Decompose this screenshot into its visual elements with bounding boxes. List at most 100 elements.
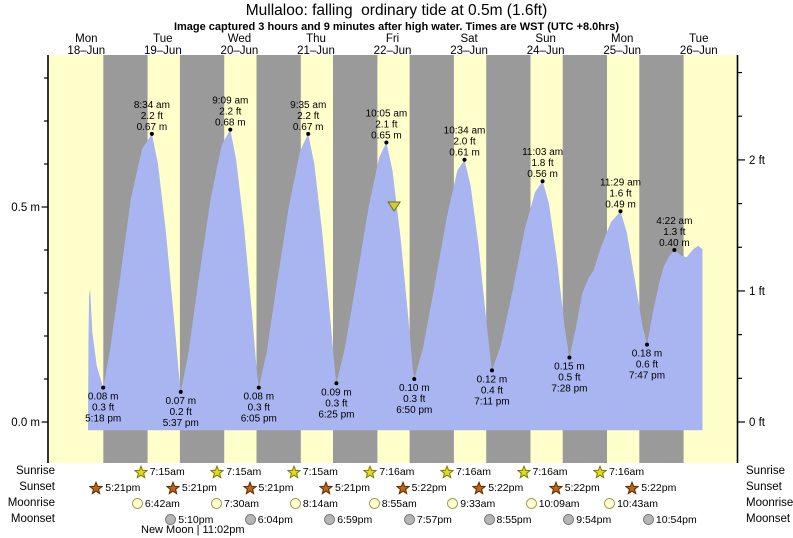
low-tide-label: 0.10 m — [399, 383, 430, 394]
low-tide-label: 0.3 ft — [248, 403, 270, 414]
high-tide-label: 1.6 ft — [609, 188, 631, 199]
sunrise-icon — [440, 464, 454, 479]
sunset-icon — [472, 480, 487, 495]
sunset-star-shape — [165, 480, 180, 495]
moonset-icon — [324, 514, 336, 525]
sunrise-icon — [593, 464, 608, 479]
sunrise-star-shape — [133, 464, 148, 479]
day-name-label: Fri — [386, 33, 399, 45]
low-tide-label: 7:28 pm — [551, 384, 587, 395]
moonset-row-label-left: Moonset — [10, 513, 55, 525]
sunset-star-shape — [89, 480, 104, 495]
sunset-event: 5:21pm — [319, 480, 371, 495]
left-axis-label: 0.5 m — [11, 202, 40, 214]
day-name-label: Sat — [460, 33, 478, 45]
high-tide-label: 2.0 ft — [453, 137, 475, 148]
sunrise-star-shape — [440, 464, 454, 479]
day-name-label: Tue — [153, 33, 172, 45]
low-tide-label: 0.08 m — [243, 392, 274, 403]
moonrise-row-label-left: Moonrise — [7, 497, 55, 509]
high-tide-dot — [540, 179, 545, 184]
high-tide-dot — [384, 140, 389, 145]
moonset-event: 6:59pm — [324, 513, 372, 526]
high-tide-label: 0.61 m — [449, 148, 480, 159]
sunset-time: 5:21pm — [335, 481, 371, 494]
low-tide-label: 6:05 pm — [241, 414, 277, 425]
moonrise-event: 8:55am — [368, 497, 417, 510]
tide-curve-area — [88, 129, 703, 431]
day-date-label: 19–Jun — [144, 45, 182, 57]
moonset-time: 5:10pm — [178, 513, 214, 526]
moonset-event: 6:04pm — [244, 513, 293, 526]
high-tide-dot — [618, 209, 623, 214]
high-tide-label: 0.49 m — [605, 199, 636, 210]
day-name-label: Wed — [228, 33, 251, 45]
high-tide-label: 1.8 ft — [531, 158, 553, 169]
low-tide-label: 0.5 ft — [558, 373, 580, 384]
day-date-label: 25–Jun — [603, 45, 641, 57]
sunset-icon — [89, 480, 104, 495]
moonset-icon — [483, 514, 495, 525]
day-date-label: 20–Jun — [221, 45, 259, 57]
moonrise-icon — [289, 498, 301, 509]
sunset-event: 5:22pm — [548, 480, 600, 495]
sunset-time: 5:22pm — [641, 481, 677, 494]
moonrise-icon — [525, 498, 537, 509]
sunset-row-label-left: Sunset — [19, 481, 55, 493]
high-tide-label: 8:34 am — [134, 100, 170, 111]
moonset-time: 10:54pm — [655, 513, 697, 526]
moonset-time: 6:59pm — [337, 513, 373, 526]
low-tide-label: 0.09 m — [321, 387, 352, 398]
sunrise-icon — [286, 464, 301, 479]
sunrise-star-shape — [286, 464, 301, 479]
sunset-row-label-right: Sunset — [746, 481, 782, 493]
sunset-icon — [625, 480, 640, 495]
low-tide-label: 0.12 m — [477, 374, 508, 385]
high-tide-label: 0.56 m — [527, 169, 558, 180]
low-tide-label: 0.6 ft — [636, 360, 658, 371]
sunrise-time: 7:16am — [609, 465, 645, 478]
high-tide-label: 9:35 am — [290, 100, 326, 111]
sunrise-event: 7:16am — [363, 464, 414, 479]
low-tide-dot — [256, 385, 261, 390]
moonset-time: 9:54pm — [576, 513, 612, 526]
high-tide-dot — [672, 248, 677, 252]
day-date-label: 21–Jun — [297, 45, 335, 57]
low-tide-label: 6:50 pm — [396, 405, 432, 416]
low-tide-dot — [489, 368, 494, 373]
high-tide-label: 11:29 am — [600, 177, 641, 188]
high-tide-label: 1.3 ft — [663, 227, 685, 238]
high-tide-label: 11:03 am — [522, 147, 563, 158]
sunset-icon — [242, 480, 257, 495]
high-tide-label: 10:34 am — [444, 126, 486, 137]
low-tide-dot — [644, 342, 649, 347]
sunset-star-shape — [319, 480, 333, 495]
day-date-label: 18–Jun — [67, 45, 105, 57]
sunset-time: 5:21pm — [258, 481, 294, 494]
sunset-time: 5:22pm — [488, 481, 524, 494]
moonset-icon — [244, 514, 256, 525]
low-tide-dot — [334, 381, 339, 386]
day-date-label: 26–Jun — [680, 45, 718, 57]
sunset-star-shape — [395, 480, 410, 495]
sunset-time: 5:22pm — [564, 481, 600, 494]
sunrise-star-shape — [516, 464, 531, 479]
low-tide-label: 5:37 pm — [163, 418, 199, 429]
day-name-label: Mon — [75, 33, 97, 45]
moonrise-time: 8:14am — [302, 497, 338, 510]
low-tide-label: 0.4 ft — [481, 385, 503, 396]
low-tide-label: 0.3 ft — [92, 403, 114, 414]
page-subtitle: Image captured 3 hours and 9 minutes aft… — [173, 21, 620, 33]
high-tide-dot — [462, 157, 467, 162]
sunrise-event: 7:15am — [210, 464, 261, 479]
day-name-label: Sun — [535, 33, 555, 45]
sunrise-event: 7:16am — [516, 464, 568, 479]
sunset-star-shape — [472, 480, 487, 495]
sunrise-icon — [516, 464, 531, 479]
sunset-star-shape — [548, 480, 563, 495]
day-name-label: Mon — [611, 33, 633, 45]
low-tide-dot — [567, 355, 572, 360]
moonset-event: 7:57pm — [403, 513, 452, 526]
right-axis-label: 1 ft — [749, 286, 766, 298]
sunrise-event: 7:16am — [593, 464, 645, 479]
